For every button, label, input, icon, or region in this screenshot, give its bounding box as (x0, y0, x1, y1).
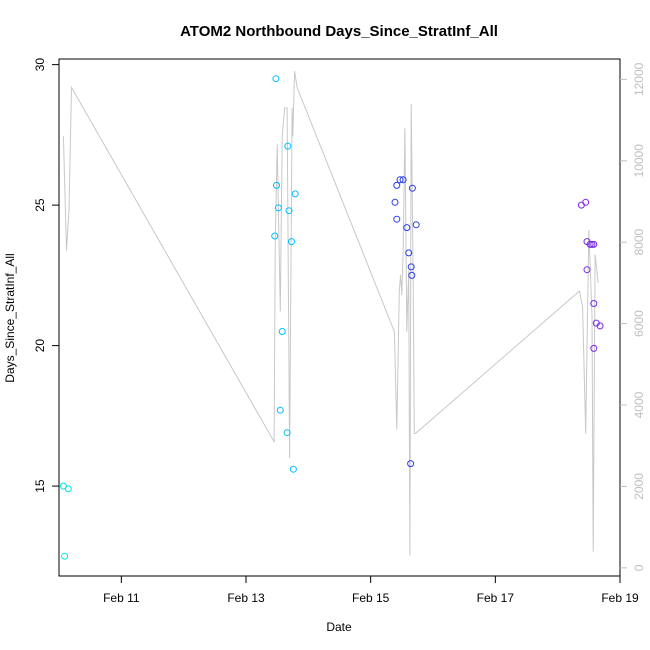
y2-tick-label: 10000 (632, 144, 646, 178)
data-point (583, 266, 591, 274)
x-tick-label: Feb 11 (103, 591, 140, 605)
data-point (273, 181, 280, 189)
data-point (590, 240, 598, 248)
y-axis-label: Days_Since_StratInf_All (3, 253, 17, 382)
data-point (408, 271, 416, 279)
y2-tick-label: 4000 (632, 391, 646, 418)
data-point (61, 552, 69, 560)
data-point (407, 460, 415, 468)
x-tick-label: Feb 15 (352, 591, 390, 605)
y-tick-label: 15 (33, 479, 47, 493)
data-point (393, 215, 401, 223)
data-point (399, 176, 407, 184)
x-axis-label: Date (326, 620, 352, 634)
data-point (396, 176, 404, 184)
y2-tick-label: 6000 (632, 310, 646, 337)
data-point (403, 224, 411, 232)
line-layer (62, 71, 599, 556)
x-tick-label: Feb 13 (227, 591, 265, 605)
data-point (590, 344, 598, 352)
y2-tick-label: 2000 (632, 473, 646, 500)
y2-axis: 0 2000 4000 6000 8000 10000 12000 (620, 62, 646, 571)
secondary-series-line (62, 71, 599, 556)
y-tick-label: 30 (33, 58, 47, 72)
data-point (407, 263, 415, 271)
data-point (278, 328, 286, 335)
data-point (64, 485, 72, 493)
data-point (582, 198, 590, 206)
data-point (405, 249, 413, 257)
data-point (586, 240, 594, 248)
y-axis: 15 20 25 30 (33, 58, 59, 493)
data-point (276, 406, 284, 414)
y2-tick-label: 0 (632, 564, 646, 571)
x-tick-label: Feb 17 (477, 591, 515, 605)
y-tick-label: 25 (33, 198, 47, 212)
data-point (590, 300, 598, 307)
data-point (284, 142, 292, 150)
data-point (291, 190, 299, 198)
data-point (596, 322, 604, 330)
data-point (285, 207, 293, 215)
data-point (393, 181, 401, 189)
plot-frame (58, 58, 621, 577)
data-point (288, 238, 295, 246)
x-axis: Feb 11 Feb 13 Feb 15 Feb 17 Feb 19 (103, 576, 639, 605)
points-layer (59, 75, 604, 560)
data-point (412, 221, 420, 229)
x-tick-label: Feb 19 (601, 591, 639, 605)
y2-tick-label: 8000 (632, 229, 646, 256)
data-point (272, 75, 280, 83)
y-tick-label: 20 (33, 339, 47, 353)
data-point (289, 465, 297, 473)
data-point (274, 204, 282, 212)
chart-title: ATOM2 Northbound Days_Since_StratInf_All (180, 23, 498, 40)
data-point (271, 232, 279, 240)
data-point (283, 429, 291, 437)
y2-tick-label: 12000 (632, 62, 646, 96)
data-point (577, 201, 585, 209)
data-point (408, 184, 416, 192)
data-point (391, 198, 399, 206)
